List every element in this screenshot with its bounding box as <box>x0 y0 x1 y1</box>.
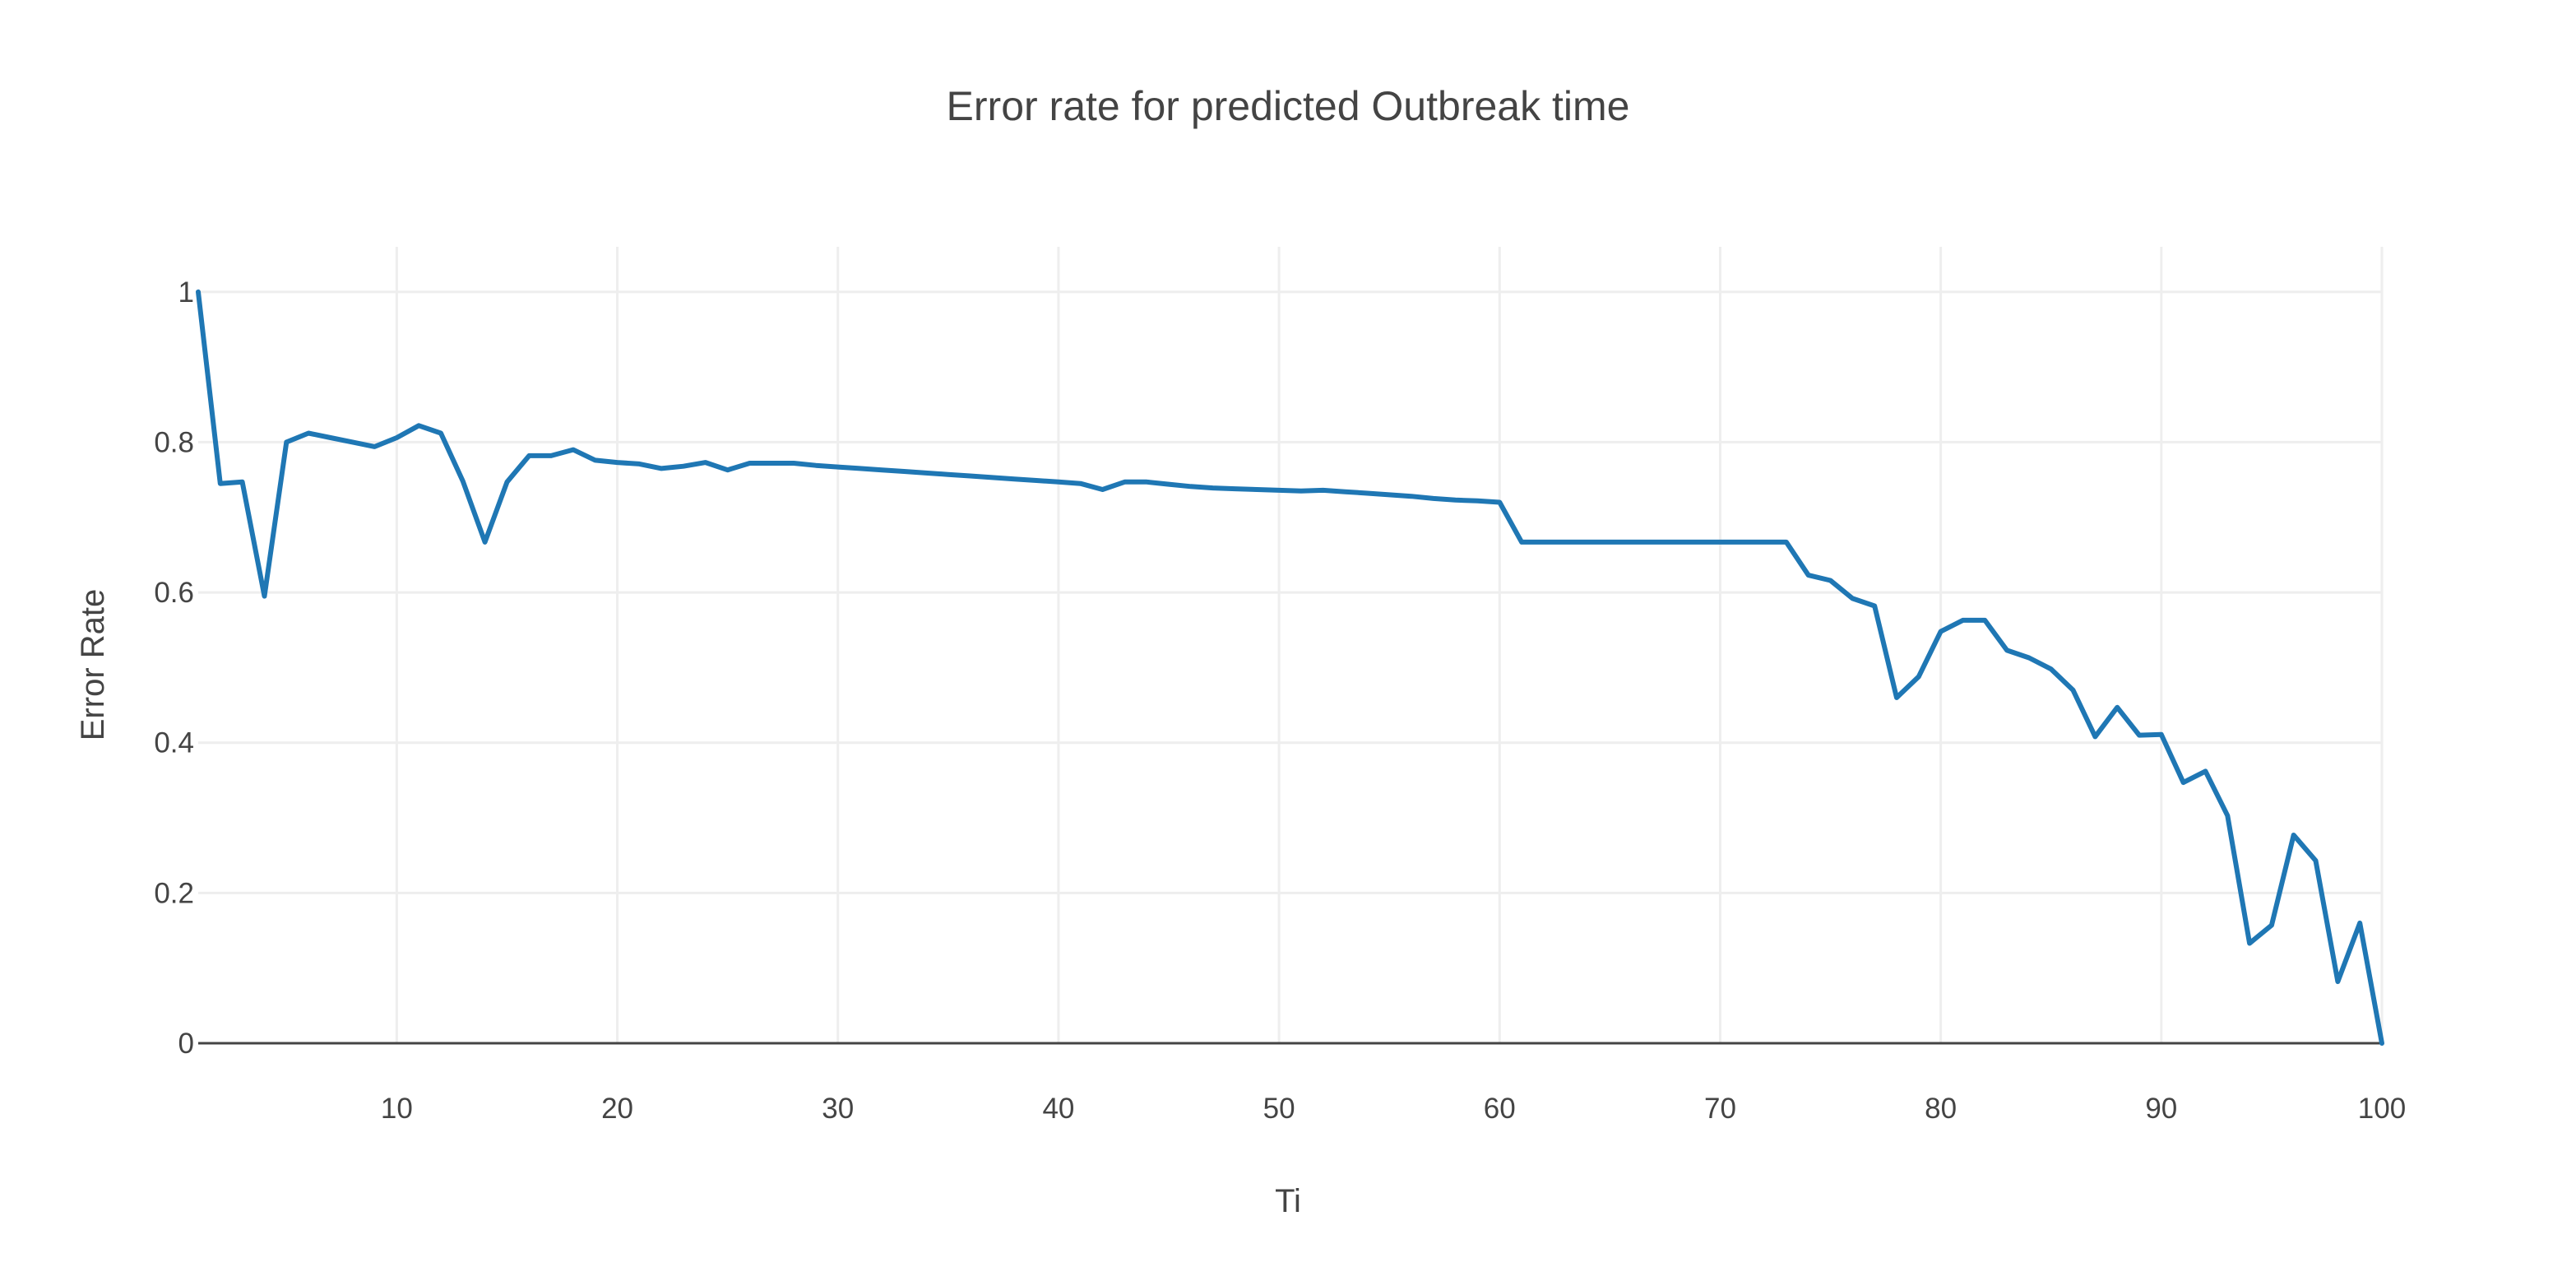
y-tick-label: 0.2 <box>154 877 194 909</box>
x-axis-title: Ti <box>1275 1183 1301 1219</box>
tick-labels: 10 20 30 40 50 60 70 80 90 100 0 0.2 0.4 0.6 0.8 1 <box>154 276 2406 1125</box>
x-tick-label: 100 <box>2358 1093 2406 1125</box>
x-tick-label: 80 <box>1925 1093 1957 1125</box>
x-tick-label: 10 <box>381 1093 413 1125</box>
y-tick-label: 0.8 <box>154 426 194 458</box>
y-axis-title: Error Rate <box>75 589 111 741</box>
x-tick-label: 40 <box>1042 1093 1074 1125</box>
y-tick-label: 1 <box>178 276 194 309</box>
y-tick-label: 0 <box>178 1028 194 1060</box>
x-tick-label: 90 <box>2145 1093 2177 1125</box>
x-tick-label: 50 <box>1263 1093 1295 1125</box>
x-tick-label: 30 <box>822 1093 854 1125</box>
series-line <box>196 289 2384 1046</box>
y-tick-label: 0.6 <box>154 577 194 609</box>
chart-title: Error rate for predicted Outbreak time <box>947 83 1630 129</box>
grid-lines <box>198 247 2384 1045</box>
series-layer <box>196 289 2384 1046</box>
x-tick-label: 60 <box>1484 1093 1516 1125</box>
x-tick-label: 20 <box>601 1093 633 1125</box>
y-tick-label: 0.4 <box>154 727 194 759</box>
x-tick-label: 70 <box>1704 1093 1736 1125</box>
